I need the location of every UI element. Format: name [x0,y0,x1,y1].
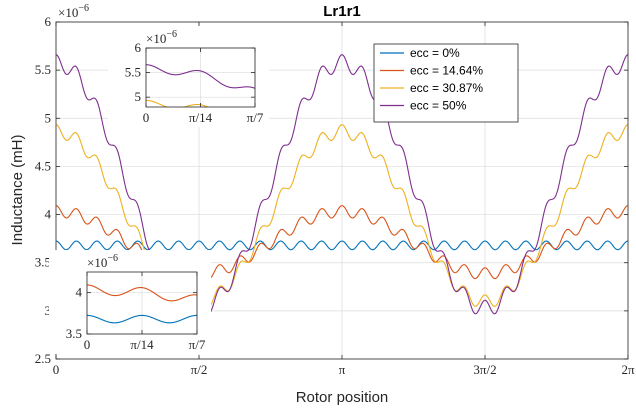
main-x-tick-label: 3π/2 [473,362,496,377]
inset-0-y-exponent: ×10−6 [146,29,177,46]
legend-label-3: ecc = 50% [410,99,467,113]
inset-0-y-tick-label: 5.5 [125,65,141,80]
main-y-tick-label: 3.5 [35,255,51,270]
legend-label-0: ecc = 0% [410,46,460,60]
inset-bottom: 0 π/14 π/7 3.5 4 ×10−6 [49,250,211,354]
y-axis-title: Inductance (mH) [9,135,26,246]
main-series-line-0 [56,240,628,251]
legend-box [373,43,519,123]
main-x-tick-label: 0 [53,362,60,377]
inset-0-x-tick-label: π/14 [189,110,213,125]
main-y-tick-label: 3 [45,303,52,318]
inset-1-series-line-1 [87,284,197,302]
chart-title: Lr1r1 [323,3,361,20]
x-axis-title: Rotor position [296,389,389,406]
inset-1-x-tick-label: π/7 [189,337,206,352]
main-y-tick-label: 4.5 [35,158,51,173]
inset-0-x-tick-label: π/7 [247,110,264,125]
inset-1-x-tick-label: 0 [84,337,91,352]
main-y-tick-label: 5 [45,110,52,125]
inset-1-y-tick-label: 3.5 [66,326,82,341]
inset-1-series-group [87,284,197,324]
inset-0-x-tick-label: 0 [143,110,150,125]
legend: ecc = 0% ecc = 14.64% ecc = 30.87% ecc = 50… [373,43,519,123]
inset-1-x-tick-label: π/14 [130,337,154,352]
main-x-tick-label: π/2 [191,362,208,377]
inset-0-y-tick-label: 6 [135,40,142,55]
main-x-tick-label: π [339,362,346,377]
main-y-tick-label: 5.5 [35,62,51,77]
legend-label-1: ecc = 14.64% [410,64,483,78]
inset-0-series-line-1 [146,64,255,89]
main-x-tick-label: 2π [621,362,635,377]
main-y-tick-label: 6 [45,14,52,29]
legend-label-2: ecc = 30.87% [410,81,483,95]
inset-1-y-exponent: ×10−6 [87,253,118,270]
main-y-exponent: ×10−6 [58,3,89,20]
inset-0-y-tick-label: 5 [135,89,142,104]
inset-top: 0 π/14 π/7 5 5.5 6 ×10−6 [108,26,269,127]
inset-1-y-tick-label: 4 [76,285,83,300]
main-y-tick-label: 4 [45,207,52,222]
main-y-tick-label: 2.5 [35,351,51,366]
inset-1-series-line-0 [87,314,197,324]
